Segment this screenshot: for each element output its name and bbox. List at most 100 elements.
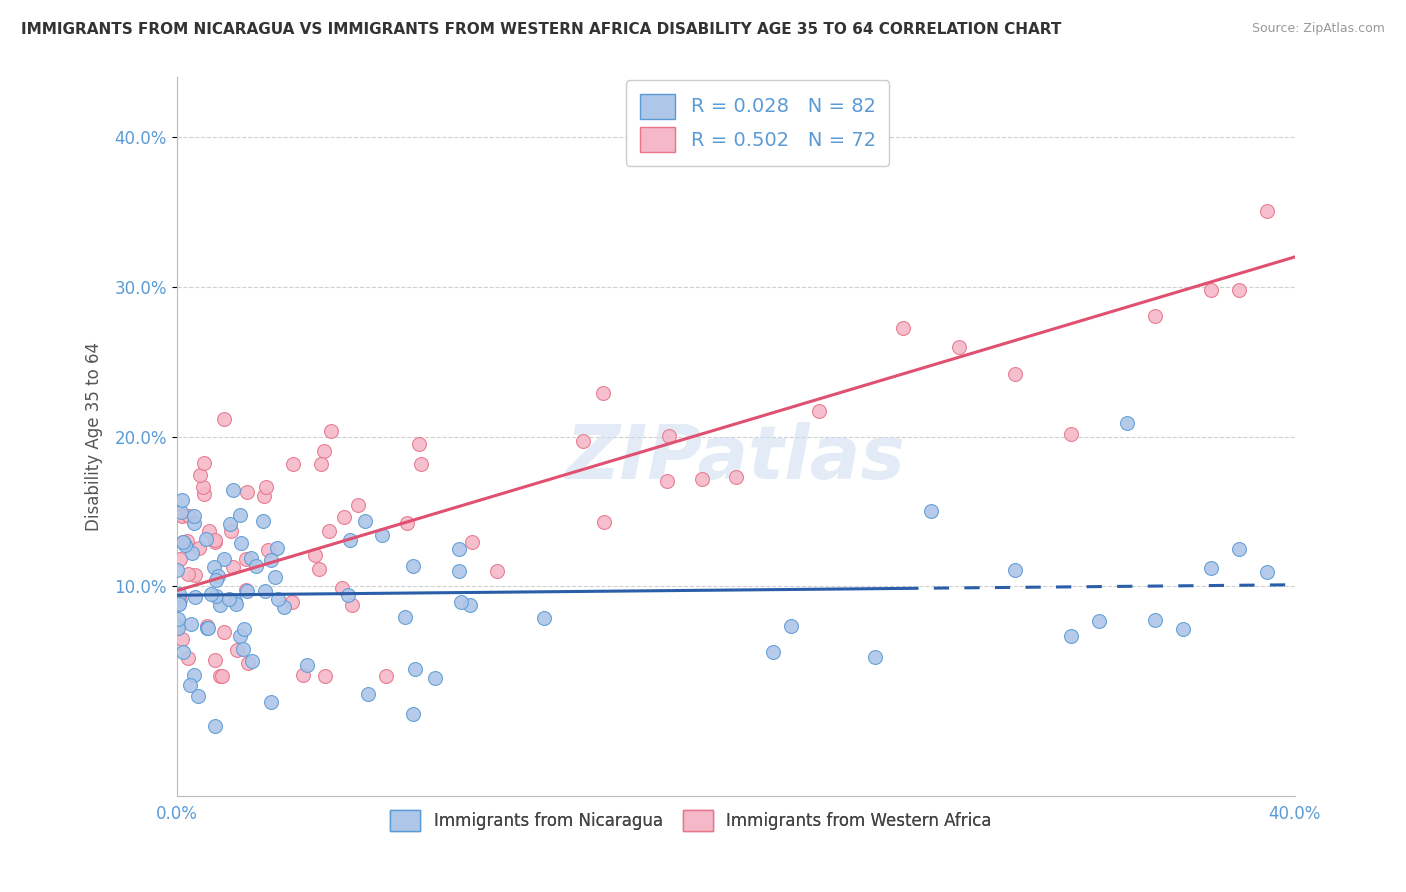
Point — [1171, 622, 1194, 636]
Point — [449, 564, 471, 578]
Point — [266, 541, 288, 555]
Point — [245, 559, 267, 574]
Point — [374, 669, 396, 683]
Point — [204, 719, 226, 733]
Point — [780, 619, 803, 633]
Point — [266, 592, 288, 607]
Point — [948, 340, 970, 354]
Point — [447, 542, 470, 557]
Point — [353, 514, 375, 528]
Point — [169, 592, 191, 607]
Point — [336, 588, 359, 602]
Point — [235, 583, 257, 598]
Point — [240, 654, 263, 668]
Point — [256, 543, 278, 558]
Point — [184, 568, 207, 582]
Point — [204, 589, 226, 603]
Point — [1227, 541, 1250, 556]
Point — [318, 524, 340, 538]
Point — [1143, 614, 1166, 628]
Point — [180, 616, 202, 631]
Point — [180, 546, 202, 560]
Point — [1199, 561, 1222, 575]
Point — [240, 551, 263, 566]
Point — [172, 645, 194, 659]
Point — [212, 625, 235, 640]
Point — [170, 632, 193, 646]
Point — [332, 510, 354, 524]
Point — [188, 468, 211, 483]
Point — [460, 535, 482, 549]
Point — [1227, 283, 1250, 297]
Point — [281, 594, 304, 608]
Point — [236, 584, 259, 599]
Point — [401, 559, 423, 574]
Point — [339, 533, 361, 548]
Point — [188, 541, 211, 555]
Point — [347, 498, 370, 512]
Point — [226, 643, 249, 657]
Point — [311, 457, 333, 471]
Point — [762, 645, 785, 659]
Point — [253, 583, 276, 598]
Point — [396, 516, 419, 531]
Point — [229, 508, 252, 523]
Point — [204, 533, 226, 547]
Point — [655, 474, 678, 488]
Point — [254, 480, 277, 494]
Point — [166, 563, 188, 577]
Point — [174, 538, 197, 552]
Point — [166, 621, 188, 635]
Point — [166, 623, 188, 637]
Point — [1004, 368, 1026, 382]
Point — [177, 567, 200, 582]
Text: Source: ZipAtlas.com: Source: ZipAtlas.com — [1251, 22, 1385, 36]
Point — [1088, 615, 1111, 629]
Point — [193, 480, 215, 494]
Point — [402, 706, 425, 721]
Point — [224, 594, 246, 608]
Point — [330, 581, 353, 595]
Point — [167, 596, 190, 610]
Point — [1199, 283, 1222, 297]
Point — [166, 617, 188, 632]
Point — [229, 536, 252, 550]
Point — [204, 653, 226, 667]
Point — [200, 587, 222, 601]
Point — [371, 528, 394, 542]
Point — [205, 573, 228, 587]
Point — [1115, 417, 1137, 431]
Point — [179, 678, 201, 692]
Point — [177, 651, 200, 665]
Point — [219, 516, 242, 531]
Point — [208, 669, 231, 683]
Point — [202, 560, 225, 574]
Point — [167, 612, 190, 626]
Point — [283, 458, 305, 472]
Point — [172, 492, 194, 507]
Point — [193, 457, 215, 471]
Point — [193, 487, 215, 501]
Point — [533, 611, 555, 625]
Point — [187, 689, 209, 703]
Point — [314, 669, 336, 683]
Point — [312, 443, 335, 458]
Point — [194, 533, 217, 547]
Point — [212, 412, 235, 426]
Point — [260, 695, 283, 709]
Point — [319, 425, 342, 439]
Point — [235, 552, 257, 566]
Point — [308, 562, 330, 576]
Point — [252, 514, 274, 528]
Point — [1060, 629, 1083, 643]
Point — [292, 668, 315, 682]
Text: ZIPatlas: ZIPatlas — [565, 422, 905, 495]
Point — [891, 321, 914, 335]
Y-axis label: Disability Age 35 to 64: Disability Age 35 to 64 — [86, 343, 103, 531]
Point — [808, 404, 831, 418]
Point — [225, 597, 247, 611]
Point — [195, 621, 218, 635]
Point — [592, 386, 614, 401]
Point — [219, 524, 242, 538]
Point — [1004, 562, 1026, 576]
